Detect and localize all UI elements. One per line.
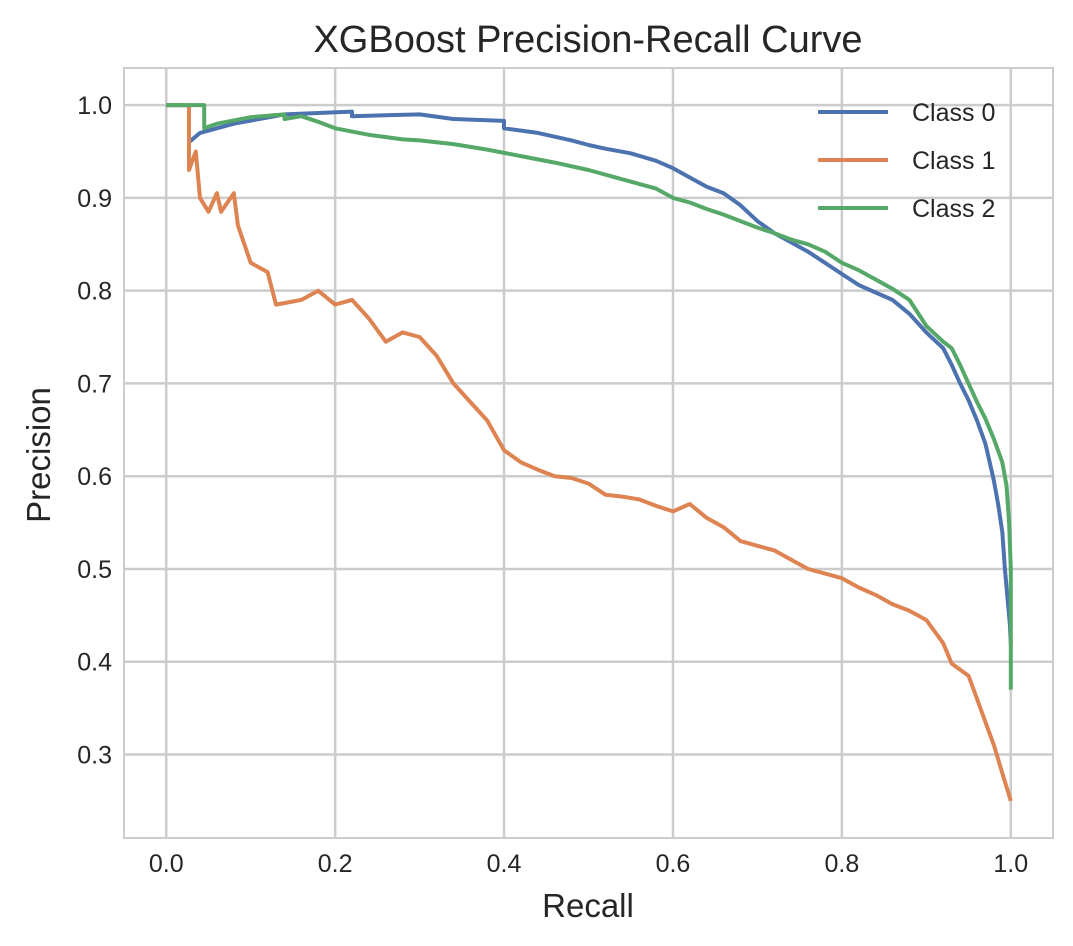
y-tick-label: 1.0	[77, 92, 112, 120]
series-line-class-1	[166, 103, 1013, 802]
legend: Class 0 Class 1 Class 2	[818, 99, 995, 223]
x-axis-label: Recall	[542, 887, 634, 924]
y-tick-labels: 0.3 0.4 0.5 0.6 0.7 0.8 0.9 1.0	[77, 92, 112, 769]
y-tick-label: 0.8	[77, 278, 112, 306]
series-line-class-2	[166, 103, 1013, 690]
y-tick-label: 0.9	[77, 185, 112, 213]
chart-title: XGBoost Precision-Recall Curve	[313, 19, 862, 61]
x-tick-label: 0.2	[318, 850, 353, 878]
series-line-class-0	[166, 103, 1013, 644]
y-tick-label: 0.5	[77, 556, 112, 584]
x-tick-label: 0.4	[487, 850, 522, 878]
x-tick-labels: 0.0 0.2 0.4 0.6 0.8 1.0	[149, 850, 1028, 878]
x-tick-label: 0.6	[656, 850, 691, 878]
legend-label: Class 1	[912, 147, 995, 175]
y-tick-label: 0.4	[77, 649, 112, 677]
series-lines	[166, 103, 1013, 802]
x-tick-label: 1.0	[993, 850, 1028, 878]
grid-lines	[124, 68, 1053, 838]
legend-label: Class 2	[912, 195, 995, 223]
x-tick-label: 0.8	[824, 850, 859, 878]
y-axis-label: Precision	[20, 387, 57, 523]
y-tick-label: 0.3	[77, 742, 112, 770]
legend-label: Class 0	[912, 99, 995, 127]
x-tick-label: 0.0	[149, 850, 184, 878]
y-tick-label: 0.7	[77, 370, 112, 398]
plot-frame	[123, 67, 1054, 839]
y-tick-label: 0.6	[77, 463, 112, 491]
